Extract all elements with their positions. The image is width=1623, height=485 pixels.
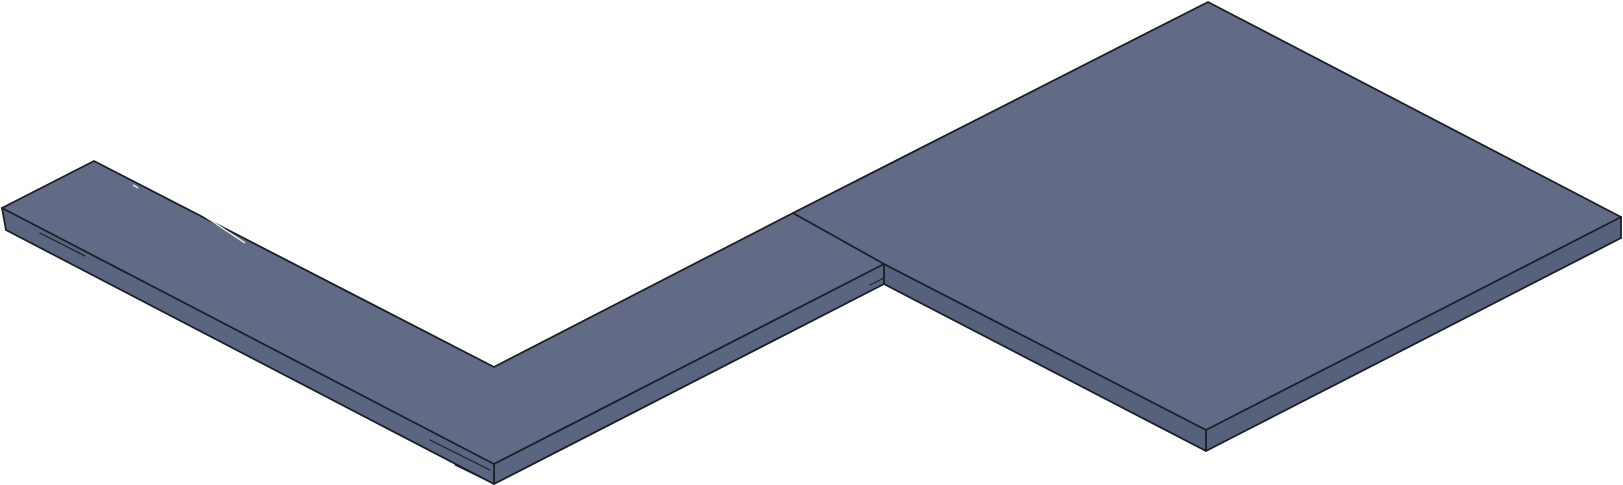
sketch-mark-3 xyxy=(454,464,495,485)
left-arm-top-face xyxy=(2,161,494,464)
left-arm-front-face xyxy=(2,208,494,484)
middle-arm-front-face xyxy=(494,264,884,484)
square-top-face xyxy=(793,2,1621,430)
middle-arm-top-face xyxy=(494,213,884,464)
step-seam xyxy=(792,212,885,265)
outline-top xyxy=(1,1,1622,368)
square-left-front-face xyxy=(884,264,1206,451)
vertical-edge-left xyxy=(1,207,7,231)
surface-highlights xyxy=(132,184,246,244)
square-right-front-face xyxy=(1206,217,1621,451)
sketch-mark-1 xyxy=(39,232,86,257)
highlight-streak xyxy=(179,199,246,244)
highlight-dot xyxy=(132,184,139,189)
sketch-mark-2 xyxy=(429,439,491,471)
sketch-mark-4 xyxy=(869,277,885,286)
